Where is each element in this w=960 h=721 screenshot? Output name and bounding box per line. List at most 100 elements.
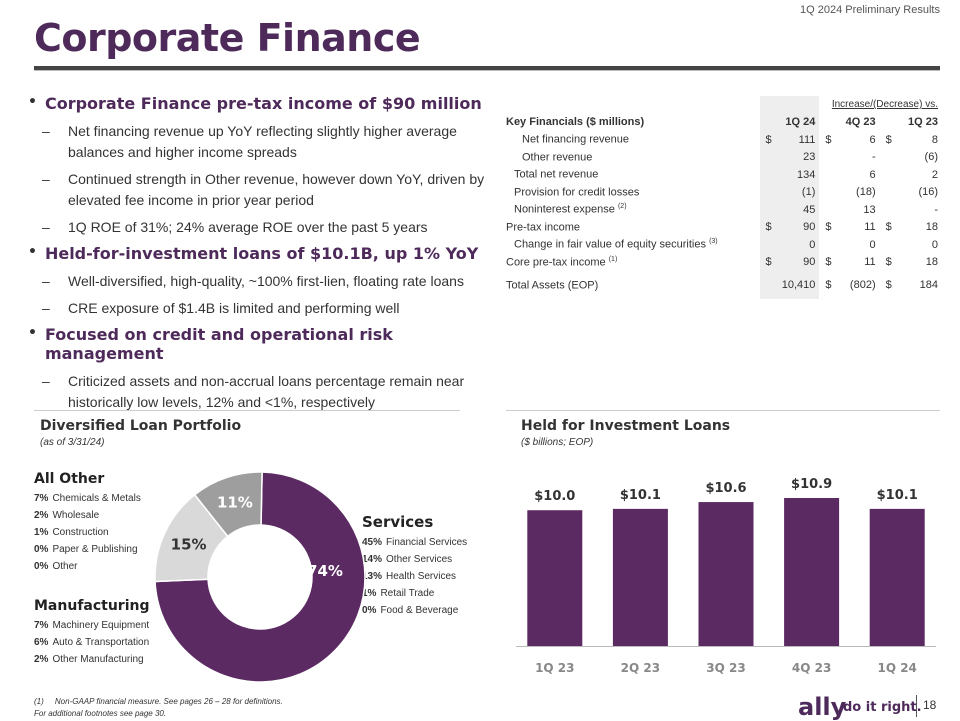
hfi-subtitle: ($ billions; EOP) <box>521 437 594 448</box>
portfolio-item: 0% Other <box>34 561 78 572</box>
value-cell: 2 <box>931 168 938 181</box>
value-cell: (18) <box>856 186 876 199</box>
portfolio-item: 7% Machinery Equipment <box>34 620 150 631</box>
footnote-2: For additional footnotes see page 30. <box>34 709 167 718</box>
value-cell: 6 <box>869 133 876 146</box>
report-subtitle: 1Q 2024 Preliminary Results <box>799 4 940 16</box>
group-all-other: All Other 7% Chemicals & Metals 2% Wholesal… <box>34 471 194 578</box>
table-row: Provision for credit losses (1) (18) (16) <box>506 183 942 202</box>
currency-cell <box>880 201 901 219</box>
portfolio-item: 45% Financial Services <box>362 537 468 548</box>
bar-value-label: $10.1 <box>877 488 918 503</box>
table-row: Other revenue 23 - (6) <box>506 148 942 167</box>
bullet-2: • Held-for-investment loans of $10.1B, up… <box>28 244 479 263</box>
sub-bullet: – Well-diversified, high-quality, ~100% f… <box>42 273 464 289</box>
value-cell: - <box>871 151 876 164</box>
portfolio-item: 7% Chemicals & Metals <box>34 493 141 504</box>
section-divider <box>34 410 460 411</box>
sub-bullet: – Net financing revenue up YoY reflecting… <box>42 123 457 160</box>
table-row: Net financing revenue $111 $6 $8 <box>506 131 942 149</box>
donut-label: 11% <box>217 494 253 512</box>
donut-label: 15% <box>171 535 207 553</box>
portfolio-item: 1% Construction <box>34 527 109 538</box>
bar-value-label: $10.9 <box>791 477 832 492</box>
value-cell: 0 <box>869 238 876 251</box>
ally-logo: ally <box>798 693 847 721</box>
value-cell: 23 <box>780 148 820 166</box>
currency-cell <box>759 166 781 184</box>
currency-cell <box>880 184 901 202</box>
row-label: Total net revenue <box>514 169 599 182</box>
currency-cell: $ <box>759 131 781 149</box>
currency-cell: $ <box>825 221 832 234</box>
currency-cell <box>819 201 840 219</box>
value-cell: 18 <box>925 256 938 269</box>
portfolio-item: 0% Food & Beverage <box>362 605 459 616</box>
row-label: Net financing revenue <box>522 134 630 147</box>
table-row: Noninterest expense (2) 45 13 - <box>506 201 942 219</box>
page-title: Corporate Finance <box>34 16 421 60</box>
currency-cell <box>880 149 901 167</box>
x-tick-label: 3Q 23 <box>706 661 745 675</box>
x-tick-label: 1Q 24 <box>877 661 916 675</box>
currency-cell <box>819 166 840 184</box>
value-cell: 11 <box>864 221 876 234</box>
value-cell: (6) <box>924 151 938 164</box>
portfolio-item: 2% Other Manufacturing <box>34 654 144 665</box>
portfolio-item: 6% Auto & Transportation <box>34 637 150 648</box>
group-services: Services 45% Financial Services 14% Other S… <box>362 513 502 622</box>
value-cell: (1) <box>780 183 820 201</box>
donut-label: 74% <box>307 562 343 580</box>
value-cell: 90 <box>780 218 820 236</box>
bar <box>527 510 583 646</box>
bar-value-label: $10.1 <box>620 488 661 503</box>
currency-cell <box>819 236 840 254</box>
value-cell: 6 <box>869 168 876 181</box>
value-cell: 10,410 <box>780 271 820 299</box>
table-row: Total Assets (EOP) 10,410 $ (802) $184 <box>506 271 942 299</box>
table-row: Core pre-tax income (1) $90 $11 $18 <box>506 253 942 271</box>
table-row: Change in fair value of equity securitie… <box>506 236 942 254</box>
bar <box>612 508 668 646</box>
col-header: 1Q 23 <box>908 116 938 129</box>
bullet-1: • Corporate Finance pre-tax income of $90… <box>28 94 482 113</box>
tagline: do it right. <box>843 700 922 715</box>
value-cell: 134 <box>780 166 820 184</box>
title-divider-shadow <box>34 70 940 71</box>
footnote-1: (1) Non-GAAP financial measure. See page… <box>34 697 283 706</box>
portfolio-title: Diversified Loan Portfolio <box>40 418 242 434</box>
value-cell: 184 <box>919 279 938 291</box>
value-cell: 8 <box>931 133 938 146</box>
section-divider <box>506 410 940 411</box>
currency-cell: $ <box>885 133 892 146</box>
value-cell: 0 <box>780 236 820 254</box>
currency-cell: $ <box>885 221 892 234</box>
bullet-3: • Focused on credit and operational risk … <box>28 325 393 363</box>
col-header: 4Q 23 <box>845 116 876 129</box>
sub-bullet: – CRE exposure of $1.4B is limited and pe… <box>42 300 400 316</box>
bar <box>784 498 840 646</box>
table-row: Total net revenue 134 6 2 <box>506 166 942 184</box>
portfolio-item: 2% Wholesale <box>34 510 100 521</box>
row-label: Noninterest expense (2) <box>514 203 627 217</box>
currency-cell <box>819 184 840 202</box>
value-cell: 18 <box>925 221 938 234</box>
key-financials-table: Increase/(Decrease) vs. Key Financials (… <box>506 96 942 299</box>
currency-cell <box>759 236 781 254</box>
donut-slice-services <box>154 471 366 683</box>
bar-value-label: $10.6 <box>705 481 746 496</box>
currency-cell <box>759 148 781 166</box>
row-label: Core pre-tax income (1) <box>506 255 618 269</box>
portfolio-item: 14% Other Services <box>362 554 453 565</box>
page-number: 18 <box>923 698 937 712</box>
row-label: Pre-tax income <box>506 221 580 234</box>
currency-cell: $ <box>885 256 892 269</box>
currency-cell: $ <box>825 133 832 146</box>
table-row: Pre-tax income $90 $11 $18 <box>506 218 942 236</box>
row-label: Change in fair value of equity securitie… <box>514 238 718 252</box>
currency-cell: $ <box>759 253 781 271</box>
value-cell: 11 <box>864 256 876 269</box>
currency-cell: $ <box>885 279 892 291</box>
value-cell: 13 <box>863 203 876 216</box>
currency-cell <box>759 271 781 299</box>
